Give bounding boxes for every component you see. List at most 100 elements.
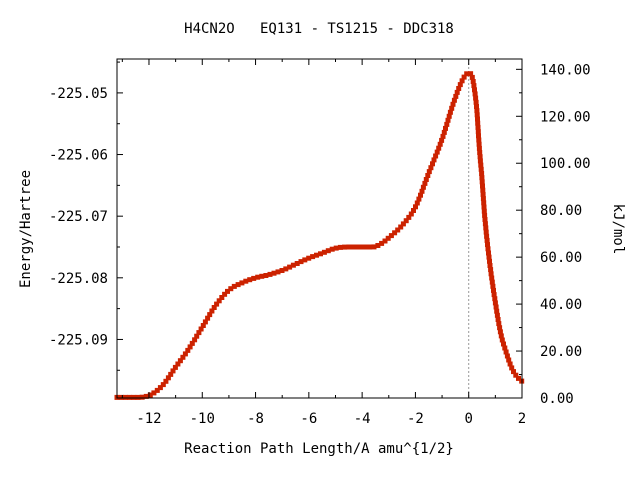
data-point	[154, 387, 160, 393]
data-point	[413, 204, 418, 210]
data-point	[411, 208, 416, 213]
data-point	[450, 101, 456, 107]
data-point	[395, 227, 401, 233]
data-point	[507, 361, 513, 367]
x-tick-label: -8	[247, 411, 264, 427]
data-point	[472, 87, 477, 93]
data-point	[475, 124, 481, 130]
data-point	[157, 385, 163, 391]
data-point	[477, 158, 483, 164]
data-point	[222, 291, 228, 297]
data-point	[484, 233, 490, 239]
data-point	[440, 133, 446, 139]
data-point	[479, 179, 485, 185]
axes: -12 -10 -8 -6 -4 -2 0 2 -225.05 -225.06 -225.07 -22…	[49, 58, 591, 427]
data-point	[437, 141, 443, 147]
data-point	[302, 257, 308, 263]
data-point	[163, 378, 169, 384]
data-point	[476, 137, 482, 143]
data-point	[476, 145, 482, 151]
data-point	[443, 125, 448, 131]
y-axis-label: Energy/Hartree	[18, 170, 34, 288]
data-point	[430, 161, 435, 167]
data-point	[131, 394, 137, 400]
x-tick-label: -2	[407, 411, 424, 427]
data-point	[451, 97, 457, 103]
data-point	[418, 192, 423, 198]
data-point	[385, 235, 391, 241]
data-point	[468, 71, 474, 77]
data-point	[474, 104, 479, 109]
data-point	[480, 183, 485, 189]
data-point	[482, 221, 488, 227]
data-point	[488, 271, 494, 277]
data-point	[484, 237, 490, 243]
data-point	[207, 312, 213, 318]
data-point	[200, 323, 206, 328]
data-point	[363, 244, 369, 250]
y2-tick-label: 0.00	[540, 391, 574, 407]
data-point	[481, 200, 487, 206]
data-point	[255, 274, 261, 280]
data-point	[263, 273, 269, 278]
data-point	[482, 212, 488, 218]
data-point	[283, 266, 289, 272]
y2-tick-label: 60.00	[540, 250, 582, 266]
y-tick-label: -225.07	[49, 209, 108, 225]
data-point	[461, 74, 467, 80]
data-point	[400, 221, 406, 227]
data-point	[139, 394, 145, 400]
data-point	[143, 393, 149, 399]
data-point	[496, 321, 502, 327]
y2-tick-label: 120.00	[540, 109, 591, 125]
data-point	[511, 369, 516, 375]
data-point	[509, 365, 515, 371]
data-point	[294, 261, 300, 266]
data-point	[422, 180, 428, 186]
data-point	[329, 246, 335, 252]
data-point	[494, 312, 500, 318]
data-point	[118, 394, 124, 400]
data-point	[350, 244, 356, 250]
data-point	[479, 171, 485, 176]
data-point	[516, 375, 521, 381]
data-point	[425, 173, 431, 178]
data-point	[251, 275, 257, 281]
data-point	[486, 250, 491, 256]
data-point	[160, 382, 166, 388]
data-point	[503, 349, 509, 355]
data-point	[271, 270, 277, 276]
data-point	[275, 269, 281, 275]
data-point	[457, 82, 463, 88]
y2-tick-label: 80.00	[540, 203, 582, 219]
y-tick-label: -225.05	[49, 86, 108, 102]
data-point	[474, 112, 480, 118]
y2-tick-label: 40.00	[540, 297, 582, 313]
energy-curve	[117, 72, 523, 398]
data-point	[498, 333, 504, 339]
data-point	[147, 392, 153, 398]
plot-area	[114, 59, 525, 400]
data-point	[194, 333, 200, 339]
data-point	[486, 254, 492, 260]
data-point	[375, 243, 381, 248]
y-tick-label: -225.08	[49, 271, 108, 287]
y-tick-label: -225.06	[49, 148, 108, 164]
data-point	[494, 308, 500, 314]
data-point	[501, 341, 506, 347]
data-point	[187, 344, 193, 350]
data-point	[487, 263, 493, 268]
data-point	[441, 129, 447, 135]
data-point	[449, 105, 455, 111]
data-point	[314, 252, 319, 258]
data-point	[426, 169, 432, 175]
data-point	[488, 267, 494, 273]
data-point	[420, 184, 426, 190]
data-point	[298, 259, 304, 265]
data-point	[239, 280, 245, 286]
data-point	[196, 330, 202, 336]
data-point	[492, 300, 498, 306]
data-point	[472, 91, 478, 97]
data-point	[490, 283, 496, 289]
